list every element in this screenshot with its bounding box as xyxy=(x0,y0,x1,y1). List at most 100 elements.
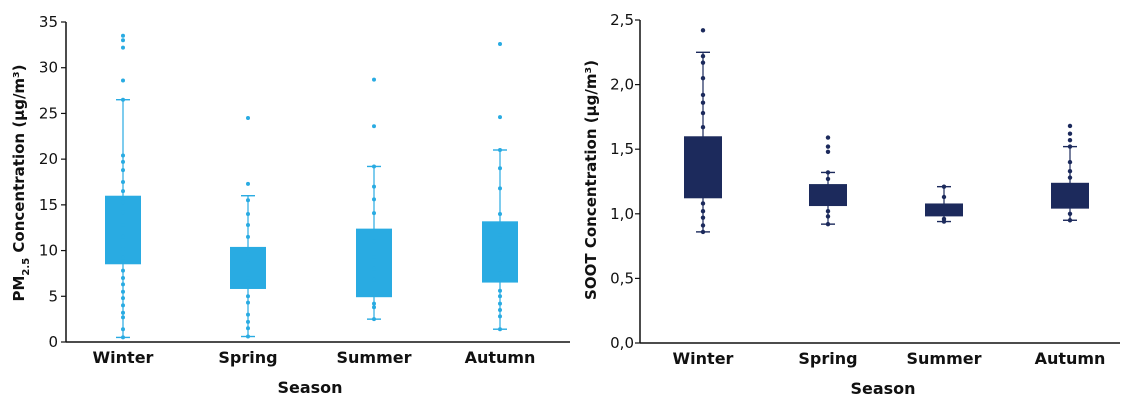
data-point xyxy=(372,124,376,129)
soot-boxplot-panel: 0,0 0,5 1,0 1,5 2,0 2,5 Winter Spring Summer Aut… xyxy=(582,11,1120,398)
data-point xyxy=(1067,144,1073,149)
data-point xyxy=(825,170,831,175)
data-point xyxy=(498,233,502,238)
data-point xyxy=(121,246,125,251)
data-point xyxy=(1067,131,1073,136)
data-point xyxy=(1067,159,1073,165)
data-point xyxy=(372,164,376,169)
data-point xyxy=(246,222,250,227)
box-spring xyxy=(230,116,266,339)
data-point xyxy=(372,184,376,189)
data-point xyxy=(246,181,250,186)
data-point xyxy=(372,211,376,216)
data-point xyxy=(121,168,125,173)
data-point xyxy=(700,229,706,235)
x-category-label: Spring xyxy=(798,349,857,368)
data-point xyxy=(121,200,125,205)
data-point xyxy=(372,254,376,259)
data-point xyxy=(498,271,502,276)
data-point xyxy=(1067,137,1073,143)
data-point xyxy=(941,194,947,200)
data-point xyxy=(825,144,831,149)
data-point xyxy=(121,189,125,194)
data-point xyxy=(941,219,947,224)
y-tick-label: 5 xyxy=(48,287,58,305)
data-point xyxy=(246,259,250,264)
x-category-label: Summer xyxy=(907,349,982,368)
box-summer xyxy=(925,184,963,224)
data-point xyxy=(700,75,706,81)
y-tick-label: 0 xyxy=(48,333,58,351)
data-point xyxy=(1067,211,1073,216)
data-point xyxy=(121,282,125,287)
data-point xyxy=(246,334,250,339)
data-point xyxy=(121,210,125,215)
data-point xyxy=(498,115,502,120)
data-point xyxy=(700,100,706,105)
data-point xyxy=(941,184,947,189)
data-point xyxy=(121,276,125,280)
y-tick-label: 0,5 xyxy=(610,269,634,287)
data-point xyxy=(700,110,706,116)
data-point xyxy=(498,212,502,216)
data-point xyxy=(246,294,250,299)
box-autumn xyxy=(482,41,518,332)
data-point xyxy=(121,33,125,38)
data-point xyxy=(121,159,125,164)
data-point xyxy=(825,135,831,140)
data-point xyxy=(246,326,250,331)
data-point xyxy=(246,252,250,257)
x-axis-title: Season xyxy=(277,378,342,397)
box-summer xyxy=(356,77,392,322)
y-tick-label: 1,5 xyxy=(610,140,634,158)
data-point xyxy=(246,276,250,280)
data-point xyxy=(121,310,125,315)
data-point xyxy=(1067,123,1073,129)
y-tick-label: 30 xyxy=(39,59,58,77)
data-point xyxy=(246,198,250,203)
data-point xyxy=(121,303,125,308)
data-point xyxy=(121,255,125,260)
data-point xyxy=(498,294,502,299)
y-axis-title: PM2.5 Concentration (µg/m³) xyxy=(10,65,32,302)
data-point xyxy=(498,259,502,264)
data-point xyxy=(372,197,376,202)
data-point xyxy=(825,214,831,219)
data-point xyxy=(700,60,706,65)
data-point xyxy=(246,116,250,120)
data-point xyxy=(1067,218,1073,223)
data-point xyxy=(825,176,831,182)
data-point xyxy=(121,222,125,227)
data-point xyxy=(825,221,831,227)
iqr-box xyxy=(684,136,722,199)
data-point xyxy=(246,212,250,216)
data-point xyxy=(498,327,502,332)
data-point xyxy=(700,215,706,220)
data-point xyxy=(372,239,376,244)
data-point xyxy=(121,296,125,301)
data-point xyxy=(700,201,706,206)
data-point xyxy=(121,315,125,320)
data-point xyxy=(121,153,125,158)
iqr-box xyxy=(105,195,141,265)
data-point xyxy=(372,277,376,282)
data-point xyxy=(121,180,125,184)
data-point xyxy=(498,41,502,46)
data-point xyxy=(498,186,502,191)
data-point xyxy=(372,305,376,310)
x-category-label: Autumn xyxy=(1035,349,1106,368)
data-point xyxy=(498,301,502,306)
data-point xyxy=(498,166,502,171)
data-point xyxy=(498,247,502,252)
y-tick-label: 20 xyxy=(39,150,58,168)
y-axis-title: SOOT Concentration (µg/m³) xyxy=(582,60,600,300)
data-point xyxy=(1067,168,1073,174)
data-point xyxy=(700,223,706,228)
y-tick-label: 25 xyxy=(39,104,58,122)
data-point xyxy=(1067,175,1073,180)
data-point xyxy=(372,317,376,322)
data-point xyxy=(121,327,125,332)
data-point xyxy=(700,92,706,98)
data-point xyxy=(372,77,376,82)
